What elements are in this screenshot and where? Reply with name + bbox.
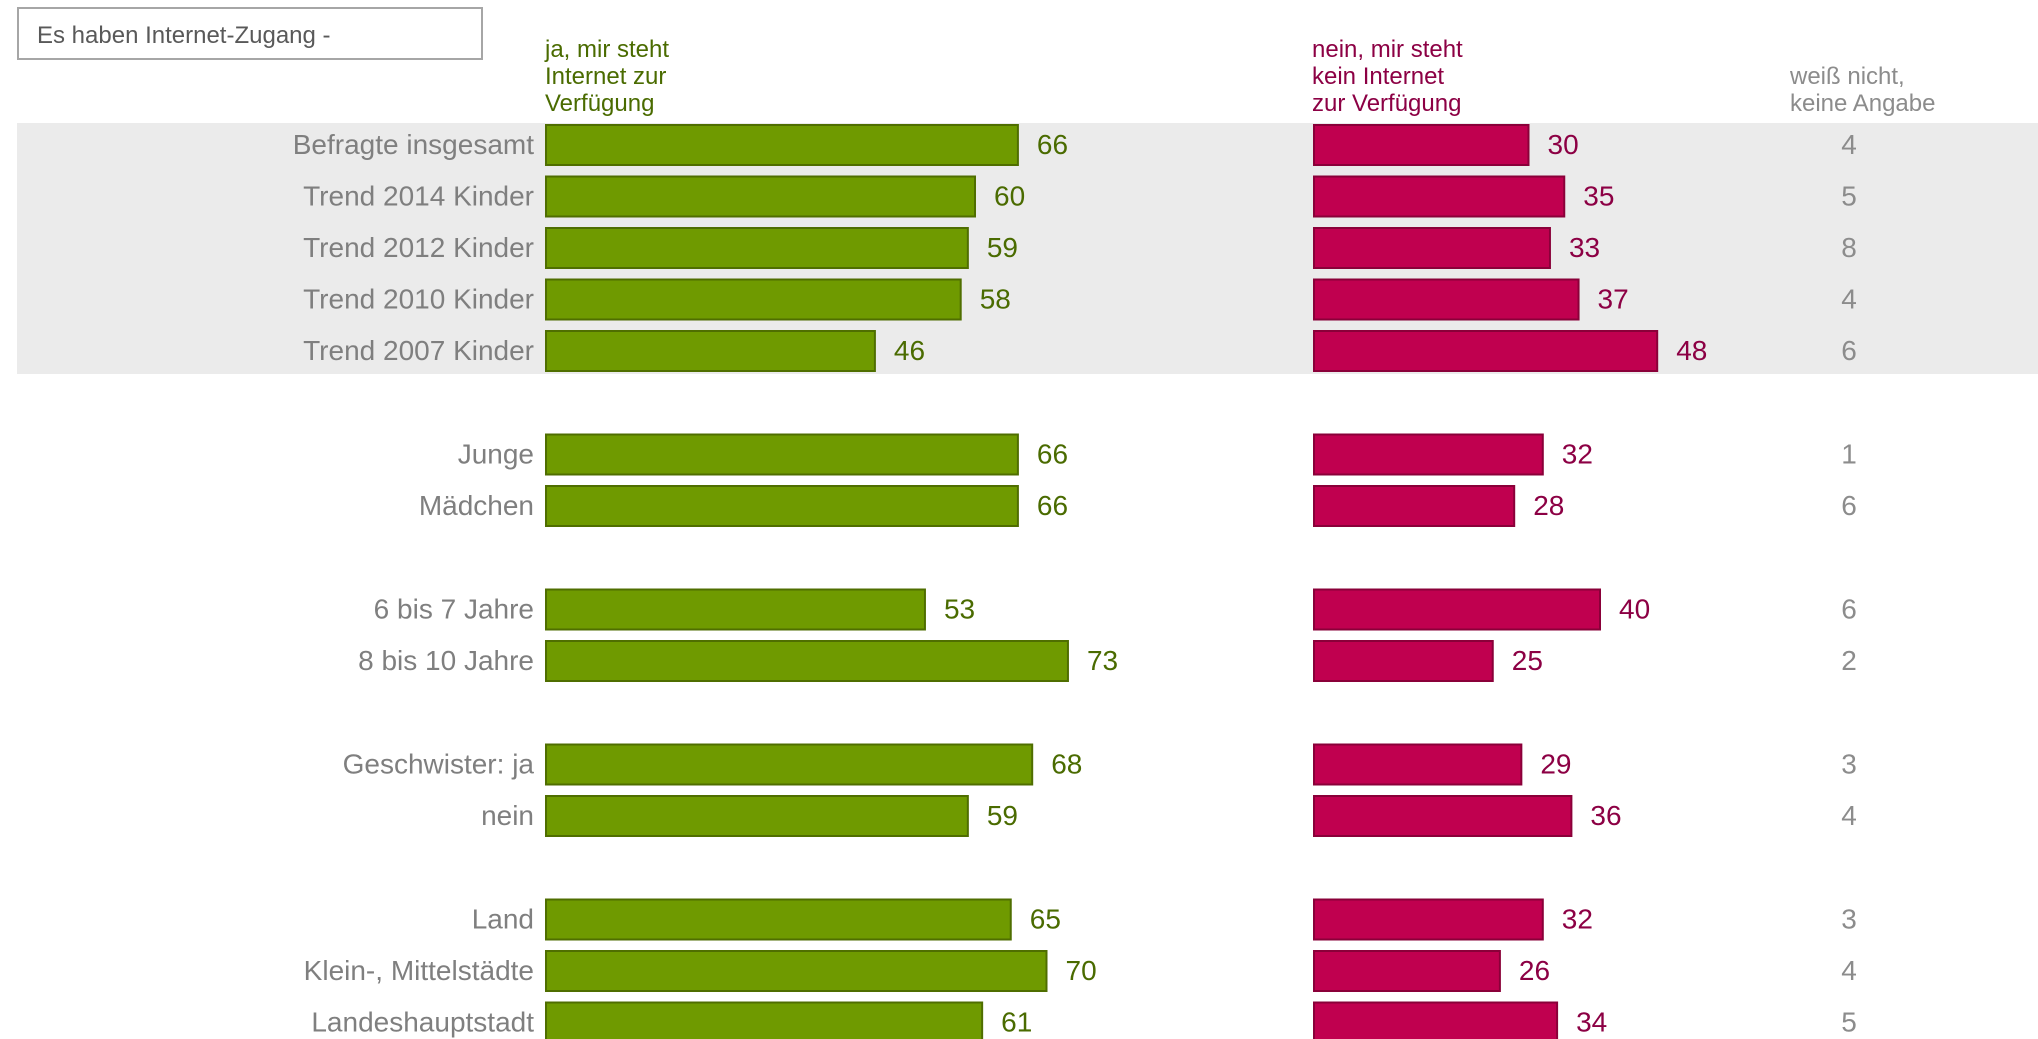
value-label-no: 37	[1598, 284, 1629, 315]
category-label: Trend 2014 Kinder	[303, 181, 534, 212]
value-label-yes: 65	[1030, 904, 1061, 935]
bar-yes	[545, 175, 976, 218]
value-label-yes: 68	[1051, 749, 1082, 780]
bar-no	[1313, 330, 1659, 372]
value-label-dont-know: 2	[1841, 645, 1857, 676]
value-label-yes: 73	[1087, 645, 1118, 676]
category-label: Geschwister: ja	[343, 749, 535, 780]
value-label-dont-know: 3	[1841, 749, 1857, 780]
bar-yes	[545, 950, 1048, 992]
bar-yes	[545, 640, 1069, 682]
value-label-no: 25	[1512, 645, 1543, 676]
value-label-yes: 60	[994, 181, 1025, 212]
value-label-dont-know: 6	[1841, 594, 1857, 625]
value-label-no: 32	[1562, 904, 1593, 935]
bar-yes	[545, 1001, 984, 1039]
bar-yes	[545, 588, 926, 631]
bar-no	[1313, 1001, 1559, 1039]
bar-no	[1313, 278, 1580, 321]
value-label-dont-know: 5	[1841, 1007, 1857, 1038]
value-label-yes: 58	[980, 284, 1011, 315]
category-label: Trend 2012 Kinder	[303, 232, 534, 263]
value-label-yes: 66	[1037, 129, 1068, 160]
bar-no	[1313, 227, 1551, 269]
value-label-no: 35	[1583, 181, 1614, 212]
legend-no: nein, mir steht kein Internet zur Verfüg…	[1312, 36, 1463, 117]
value-label-dont-know: 5	[1841, 181, 1857, 212]
category-label: Klein-, Mittelstädte	[304, 955, 534, 986]
bar-no	[1313, 795, 1573, 837]
value-label-no: 28	[1533, 490, 1564, 521]
category-label: Befragte insgesamt	[293, 129, 534, 160]
bar-no	[1313, 950, 1501, 992]
bar-yes	[545, 433, 1019, 476]
category-label: Mädchen	[419, 490, 534, 521]
legend-dont-know: weiß nicht, keine Angabe	[1790, 63, 1936, 117]
trend-band	[17, 123, 2038, 374]
bar-no	[1313, 898, 1544, 941]
value-label-no: 29	[1540, 749, 1571, 780]
bar-no	[1313, 743, 1523, 786]
value-label-dont-know: 4	[1841, 800, 1857, 831]
value-label-no: 32	[1562, 439, 1593, 470]
value-label-no: 48	[1676, 335, 1707, 366]
bar-yes	[545, 330, 876, 372]
bar-yes	[545, 227, 969, 269]
value-label-dont-know: 4	[1841, 955, 1857, 986]
value-label-yes: 66	[1037, 490, 1068, 521]
value-label-yes: 46	[894, 335, 925, 366]
value-label-yes: 61	[1001, 1007, 1032, 1038]
value-label-dont-know: 6	[1841, 490, 1857, 521]
value-label-no: 30	[1548, 129, 1579, 160]
value-label-dont-know: 1	[1841, 439, 1857, 470]
category-label: Junge	[458, 439, 534, 470]
bar-no	[1313, 433, 1544, 476]
bar-yes	[545, 743, 1034, 786]
value-label-dont-know: 4	[1841, 284, 1857, 315]
bar-yes	[545, 124, 1019, 166]
value-label-dont-know: 6	[1841, 335, 1857, 366]
category-label: 6 bis 7 Jahre	[374, 594, 534, 625]
bar-no	[1313, 588, 1601, 631]
bar-no	[1313, 175, 1566, 218]
value-label-dont-know: 8	[1841, 232, 1857, 263]
subtitle-text: Es haben Internet-Zugang -	[37, 22, 331, 49]
bar-no	[1313, 640, 1494, 682]
bar-yes	[545, 795, 969, 837]
bar-yes	[545, 898, 1012, 941]
category-label: Landeshauptstadt	[311, 1007, 534, 1038]
value-label-dont-know: 4	[1841, 129, 1857, 160]
bar-yes	[545, 278, 962, 321]
category-label: Land	[472, 904, 534, 935]
subtitle-box: Es haben Internet-Zugang -	[17, 7, 483, 60]
value-label-no: 36	[1590, 800, 1621, 831]
category-label: Trend 2007 Kinder	[303, 335, 534, 366]
value-label-yes: 70	[1066, 955, 1097, 986]
value-label-yes: 59	[987, 800, 1018, 831]
value-label-yes: 53	[944, 594, 975, 625]
value-label-no: 26	[1519, 955, 1550, 986]
category-label: Trend 2010 Kinder	[303, 284, 534, 315]
category-label: nein	[481, 800, 534, 831]
value-label-no: 34	[1576, 1007, 1607, 1038]
bar-no	[1313, 485, 1516, 527]
legend-yes: ja, mir steht Internet zur Verfügung	[545, 36, 670, 117]
value-label-dont-know: 3	[1841, 904, 1857, 935]
category-label: 8 bis 10 Jahre	[358, 645, 534, 676]
value-label-no: 40	[1619, 594, 1650, 625]
value-label-no: 33	[1569, 232, 1600, 263]
value-label-yes: 66	[1037, 439, 1068, 470]
value-label-yes: 59	[987, 232, 1018, 263]
bar-no	[1313, 124, 1530, 166]
bar-yes	[545, 485, 1019, 527]
